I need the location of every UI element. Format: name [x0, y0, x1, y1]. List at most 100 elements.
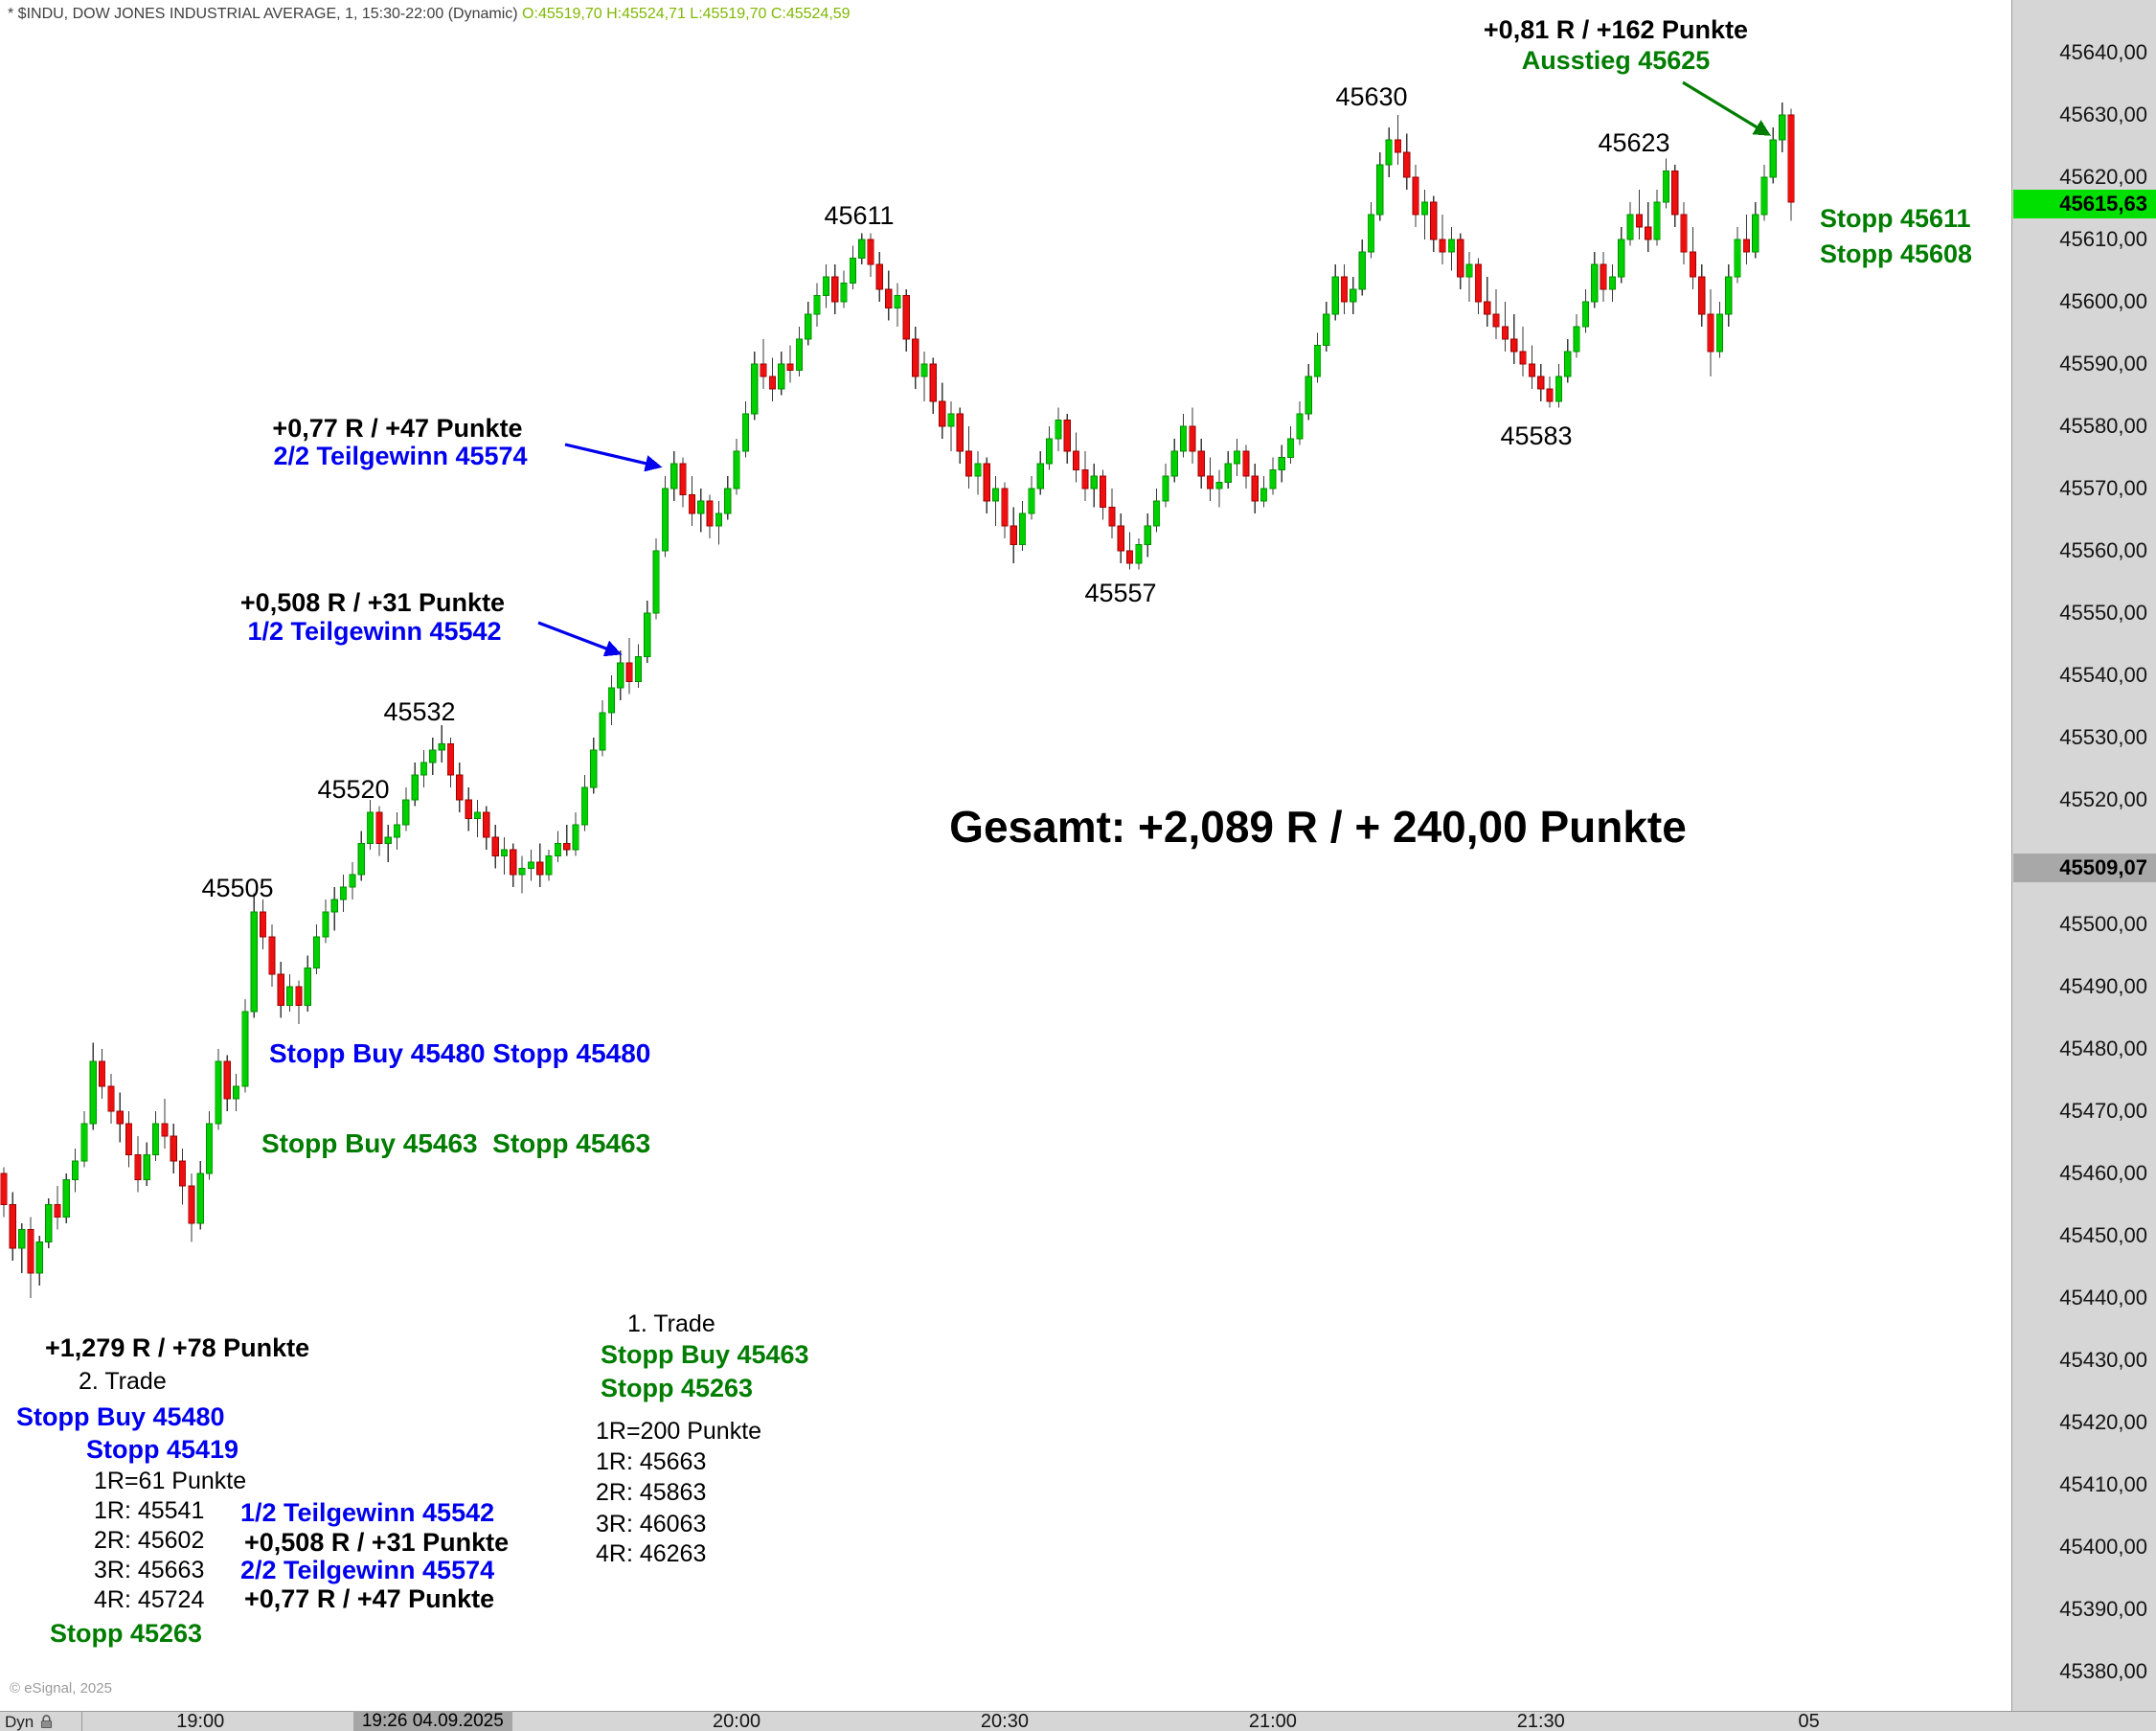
- candle-68: [607, 675, 616, 725]
- candle-181: [1618, 227, 1625, 284]
- teilgewinn1-arrow: [537, 621, 623, 657]
- trade2-r-definition: 1R=61 Punkte: [94, 1468, 247, 1494]
- price-tick-45560: 45560,00: [2059, 538, 2147, 562]
- symbol-title: * $INDU, DOW JONES INDUSTRIAL AVERAGE, 1…: [8, 6, 523, 22]
- price-tick-45580: 45580,00: [2059, 414, 2147, 438]
- candle-126: [1125, 532, 1134, 570]
- candle-124: [1108, 489, 1116, 538]
- candle-178: [1591, 252, 1599, 308]
- dyn-label: Dyn: [5, 1712, 34, 1731]
- price-tick-45470: 45470,00: [2059, 1099, 2147, 1123]
- time-axis[interactable]: Dyn 19:26 04.09.2025 19:00 20:00 20:30 21:0…: [0, 1711, 2156, 1731]
- price-tick-45540: 45540,00: [2059, 663, 2147, 687]
- candle-75: [670, 451, 678, 501]
- candle-35: [312, 924, 321, 974]
- candle-149: [1331, 264, 1339, 321]
- candle-191: [1707, 289, 1714, 376]
- candle-36: [322, 900, 329, 944]
- candle-161: [1439, 215, 1446, 264]
- candle-56: [500, 837, 509, 875]
- candle-117: [1046, 426, 1054, 470]
- time-tick-20:00: 20:00: [713, 1711, 761, 1731]
- candle-135: [1206, 457, 1214, 501]
- trade2-r1: 1R: 45541: [94, 1497, 205, 1524]
- candle-47: [420, 750, 428, 787]
- candle-173: [1546, 376, 1554, 408]
- candle-66: [590, 738, 598, 794]
- lock-icon[interactable]: [38, 1714, 55, 1730]
- candle-114: [1019, 501, 1027, 551]
- price-tick-45450: 45450,00: [2059, 1223, 2147, 1247]
- candle-16: [143, 1142, 150, 1186]
- price-tick-45420: 45420,00: [2059, 1410, 2147, 1434]
- candle-121: [1081, 451, 1089, 501]
- dyn-session-button[interactable]: Dyn: [0, 1712, 82, 1731]
- price-tick-45570: 45570,00: [2059, 476, 2147, 500]
- price-label-45611: 45611: [824, 201, 895, 230]
- candle-131: [1170, 439, 1178, 483]
- candle-152: [1358, 239, 1366, 296]
- candle-0: [0, 1167, 8, 1218]
- candle-44: [393, 812, 401, 850]
- candle-43: [384, 825, 392, 862]
- trade1-stopp: Stopp 45263: [601, 1374, 754, 1402]
- candle-53: [473, 800, 482, 837]
- candle-198: [1769, 127, 1777, 184]
- trade1-r3: 3R: 46063: [596, 1511, 707, 1537]
- candle-76: [679, 457, 687, 508]
- candle-143: [1278, 444, 1285, 483]
- trade2-r2: 2R: 45602: [94, 1527, 205, 1554]
- candle-163: [1457, 233, 1464, 289]
- price-tick-45590: 45590,00: [2059, 352, 2147, 376]
- candle-26: [232, 1074, 240, 1111]
- trade2-stopp: Stopp 45419: [86, 1435, 239, 1464]
- price-label-45623: 45623: [1598, 128, 1670, 157]
- candle-168: [1501, 302, 1509, 352]
- ausstieg-arrow: [1682, 80, 1772, 136]
- candle-3: [27, 1217, 34, 1298]
- candle-180: [1608, 264, 1616, 302]
- trade2-tp1-result: +0,508 R / +31 Punkte: [244, 1528, 510, 1557]
- candle-98: [875, 252, 883, 302]
- candle-156: [1394, 115, 1402, 165]
- annotation-stopp-45608: Stopp 45608: [1820, 239, 1973, 268]
- candle-134: [1197, 439, 1205, 489]
- price-tick-45530: 45530,00: [2059, 725, 2147, 749]
- candle-125: [1117, 513, 1124, 563]
- candle-112: [1001, 482, 1009, 538]
- candle-110: [983, 457, 990, 513]
- candle-133: [1189, 407, 1196, 464]
- candle-148: [1323, 302, 1330, 352]
- candle-32: [285, 974, 294, 1012]
- candle-162: [1447, 227, 1456, 271]
- candle-165: [1474, 258, 1483, 314]
- candle-154: [1376, 152, 1384, 221]
- candle-22: [196, 1161, 204, 1230]
- price-axis[interactable]: 45615,63 45509,07 45640,00 45630,00 45620,…: [2011, 0, 2156, 1711]
- candle-6: [54, 1186, 61, 1230]
- candle-85: [760, 339, 767, 389]
- trade2-result: +1,279 R / +78 Punkte: [45, 1333, 310, 1362]
- candle-190: [1698, 264, 1706, 327]
- candle-193: [1725, 264, 1733, 327]
- candle-31: [277, 962, 284, 1018]
- candle-19: [170, 1124, 177, 1173]
- candle-99: [885, 270, 893, 321]
- candle-130: [1162, 464, 1169, 508]
- candle-9: [80, 1111, 88, 1168]
- price-tick-45640: 45640,00: [2059, 40, 2147, 64]
- price-tick-45430: 45430,00: [2059, 1348, 2147, 1372]
- candlestick-plot[interactable]: [0, 0, 2011, 1711]
- candle-118: [1055, 407, 1062, 451]
- candle-142: [1269, 457, 1277, 495]
- candle-197: [1760, 165, 1768, 221]
- candle-69: [617, 650, 624, 700]
- candle-63: [563, 825, 571, 856]
- candle-140: [1251, 464, 1259, 513]
- trade1-stopp-buy: Stopp Buy 45463: [601, 1340, 809, 1369]
- trade2-r4: 4R: 45724: [94, 1586, 205, 1613]
- candle-37: [330, 887, 338, 931]
- candle-54: [483, 806, 490, 850]
- candle-61: [545, 850, 553, 881]
- candle-115: [1028, 476, 1035, 520]
